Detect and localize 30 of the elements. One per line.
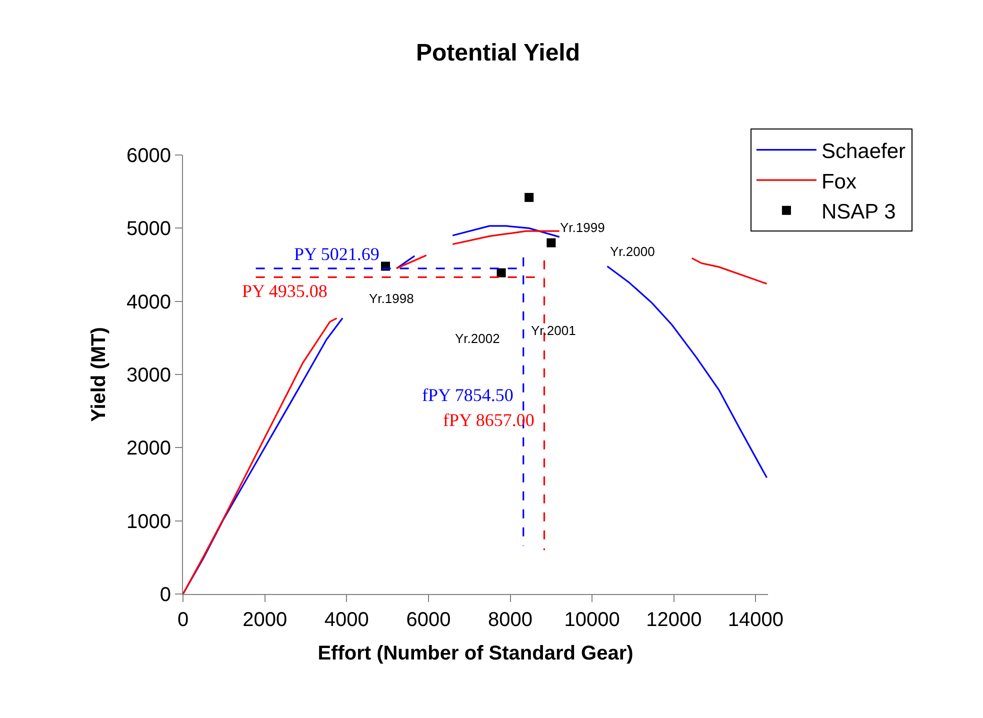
legend-label: Fox bbox=[821, 170, 857, 194]
legend-label: NSAP 3 bbox=[821, 200, 896, 224]
series-label: fPY 7854.50 bbox=[422, 385, 514, 405]
x-tick-label: 0 bbox=[177, 609, 189, 631]
x-axis-title: Effort (Number of Standard Gear) bbox=[318, 642, 634, 664]
annotation: Yr.1998 bbox=[369, 291, 414, 306]
annotation: Yr.2000 bbox=[610, 244, 655, 259]
x-tick-label: 8000 bbox=[488, 609, 533, 631]
y-tick-label: 2000 bbox=[126, 438, 171, 460]
y-tick-label: 0 bbox=[160, 584, 171, 606]
y-tick-label: 1000 bbox=[126, 510, 171, 533]
x-tick-label: 12000 bbox=[646, 609, 702, 631]
series-label: PY 5021.69 bbox=[294, 244, 380, 264]
legend-label: Schaefer bbox=[821, 140, 906, 163]
annotation: Yr.2001 bbox=[531, 323, 576, 338]
chart-title: Potential Yield bbox=[416, 39, 580, 66]
x-tick-label: 14000 bbox=[728, 609, 784, 631]
x-tick-label: 6000 bbox=[406, 609, 451, 631]
series-label: fPY 8657.00 bbox=[443, 410, 534, 430]
y-tick-label: 5000 bbox=[126, 218, 171, 240]
y-tick-label: 3000 bbox=[126, 364, 171, 386]
annotation: Yr.2002 bbox=[455, 331, 500, 346]
annotation: Yr.1999 bbox=[560, 220, 605, 235]
y-tick-label: 6000 bbox=[126, 145, 171, 167]
y-axis-title: Yield (MT) bbox=[88, 327, 110, 422]
y-tick-label: 4000 bbox=[126, 291, 171, 314]
x-tick-label: 4000 bbox=[324, 609, 369, 631]
x-tick-label: 2000 bbox=[242, 609, 288, 631]
series-label: PY 4935.08 bbox=[242, 281, 328, 301]
x-tick-label: 10000 bbox=[564, 609, 620, 631]
